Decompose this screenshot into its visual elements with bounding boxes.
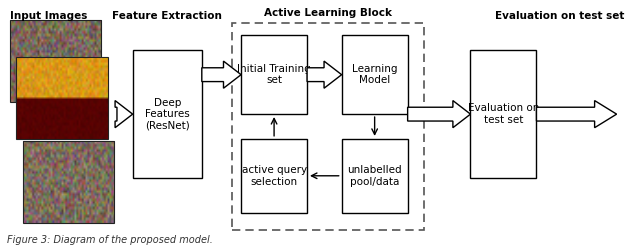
Text: Feature Extraction: Feature Extraction	[112, 11, 222, 21]
Polygon shape	[408, 101, 470, 128]
Text: Deep
Features
(ResNet): Deep Features (ResNet)	[145, 97, 189, 131]
Bar	[10, 20, 101, 102]
Text: Input Images: Input Images	[10, 11, 88, 21]
Bar	[17, 58, 108, 139]
Bar	[232, 23, 424, 230]
Text: Figure 3: Diagram of the proposed model.: Figure 3: Diagram of the proposed model.	[7, 235, 213, 245]
Text: Active Learning Block: Active Learning Block	[264, 8, 392, 18]
Polygon shape	[115, 101, 132, 128]
Bar	[470, 50, 536, 178]
Text: Learning
Model: Learning Model	[352, 64, 397, 86]
Bar	[342, 35, 408, 114]
Text: Initial Training
set: Initial Training set	[237, 64, 311, 86]
Text: Evaluation on
test set: Evaluation on test set	[468, 103, 539, 125]
Text: unlabelled
pool/data: unlabelled pool/data	[348, 165, 402, 186]
Polygon shape	[536, 101, 616, 128]
Polygon shape	[202, 61, 241, 88]
Bar	[22, 141, 114, 223]
Bar	[241, 35, 307, 114]
Bar	[132, 50, 202, 178]
Text: active query
selection: active query selection	[241, 165, 307, 186]
Bar	[241, 139, 307, 213]
Bar	[342, 139, 408, 213]
Polygon shape	[307, 61, 342, 88]
Text: Evaluation on test set: Evaluation on test set	[495, 11, 625, 21]
